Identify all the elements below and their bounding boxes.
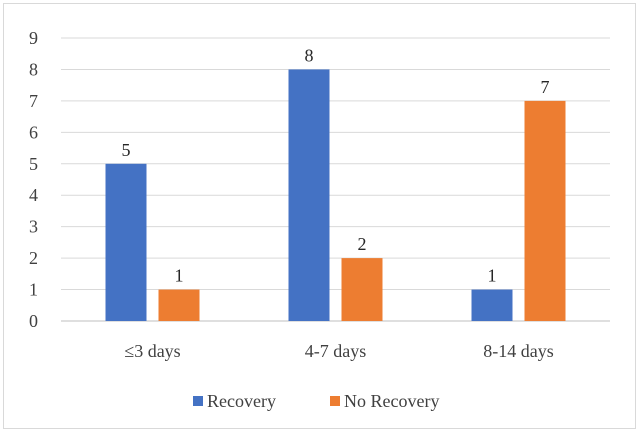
y-tick-label: 3 (29, 217, 38, 237)
y-tick-label: 0 (29, 311, 38, 331)
data-label: 8 (305, 45, 314, 65)
bar-no-recovery (158, 289, 200, 321)
y-tick-label: 7 (29, 91, 38, 111)
y-tick-label: 2 (29, 248, 38, 268)
data-label: 7 (541, 77, 550, 97)
y-tick-label: 6 (29, 122, 38, 142)
y-tick-label: 1 (29, 280, 38, 300)
data-labels: 5 1 8 2 1 7 (122, 45, 550, 285)
x-tick-label: 8-14 days (483, 341, 554, 361)
bar-no-recovery (524, 100, 566, 321)
data-label: 1 (175, 266, 184, 286)
bars (105, 69, 566, 321)
bar-recovery (288, 69, 330, 321)
data-label: 2 (358, 234, 367, 254)
bar-recovery (471, 289, 513, 321)
legend: Recovery No Recovery (193, 391, 439, 411)
legend-swatch (193, 396, 203, 406)
data-label: 1 (488, 266, 497, 286)
legend-label: Recovery (207, 391, 276, 411)
x-tick-label: 4-7 days (305, 341, 367, 361)
bar-no-recovery (341, 258, 383, 321)
y-tick-label: 9 (29, 28, 38, 48)
data-label: 5 (122, 140, 131, 160)
legend-swatch (330, 396, 340, 406)
y-tick-label: 8 (29, 59, 38, 79)
legend-label: No Recovery (344, 391, 439, 411)
y-axis-tick-labels: 0 1 2 3 4 5 6 7 8 9 (29, 28, 38, 331)
x-tick-label: ≤3 days (124, 341, 180, 361)
y-tick-label: 5 (29, 154, 38, 174)
gridlines (61, 37, 610, 322)
x-axis-tick-labels: ≤3 days 4-7 days 8-14 days (124, 341, 553, 361)
y-tick-label: 4 (29, 185, 38, 205)
bar-recovery (105, 163, 147, 321)
